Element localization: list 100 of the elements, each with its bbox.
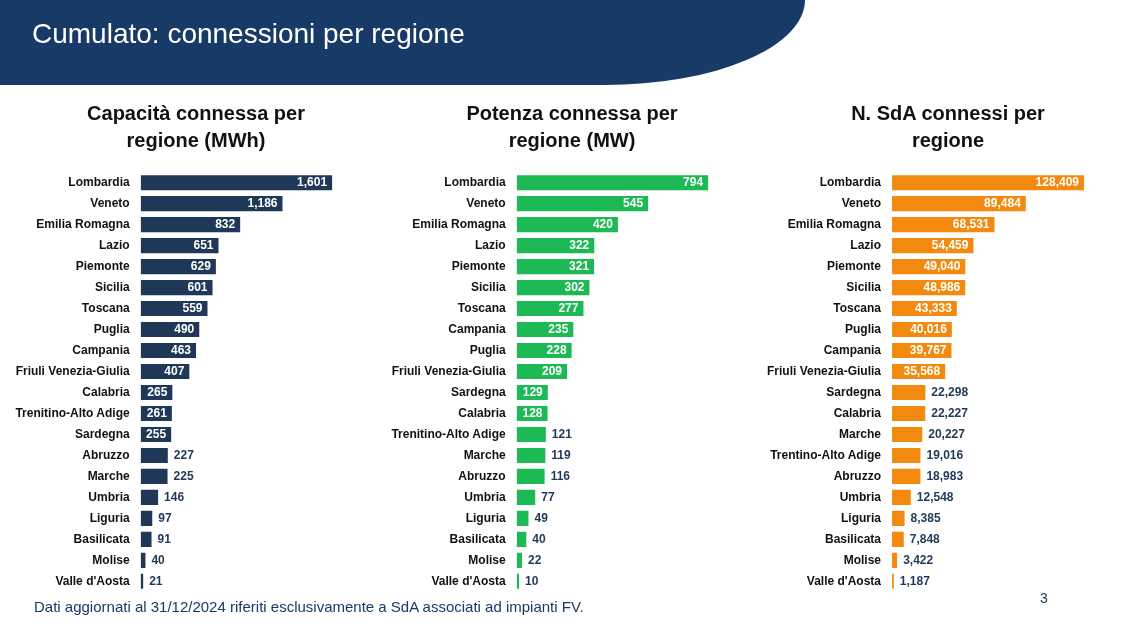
chart-title: Potenza connessa per regione (MW) [465,101,679,153]
y-tick-label: Puglia [469,342,506,357]
data-label: 209 [542,363,563,378]
text: Cumulato: connessioni per regione [32,18,465,50]
data-label: 832 [215,216,236,231]
data-label: 39,767 [909,342,947,357]
text: Dati aggiornati al 31/12/2024 riferiti esclusivamente a SdA associati ad impianti FV. [34,598,584,615]
data-label: 43,333 [915,300,953,315]
bar [140,447,168,463]
data-label: 794 [683,175,704,189]
data-label: 49,040 [923,258,961,273]
y-tick-label: Molise [843,552,882,567]
y-tick-label: Sardegna [826,384,882,399]
data-label: 116 [550,468,571,483]
data-label: 146 [164,489,185,504]
data-label: 22,298 [931,384,969,399]
annotation: 3 [1040,590,1048,606]
y-tick-label: Liguria [465,510,506,525]
y-tick-label: Marche [87,468,130,483]
y-tick-label: Lombardia [819,175,882,189]
y-tick-label: Umbria [464,489,506,504]
y-tick-label: Campania [72,342,130,357]
y-tick-label: Basilicata [449,531,506,546]
data-label: 601 [187,279,208,294]
y-tick-label: Umbria [88,489,130,504]
y-tick-label: Lazio [850,237,882,252]
bar [892,468,921,484]
data-label: 545 [623,195,644,210]
bar [516,510,529,526]
data-label: 91 [157,531,172,546]
bar [516,175,709,191]
data-label: 227 [173,447,195,462]
data-label: 559 [182,300,203,315]
y-tick-label: Friuli Venezia-Giulia [767,363,882,378]
data-label: 629 [190,258,212,273]
y-tick-label: Trenitino-Alto Adige [391,426,506,441]
chart-title: N. SdA connessi per regione [850,101,1046,153]
data-label: 10 [525,573,539,588]
bar [892,384,926,401]
bar [892,426,923,442]
data-label: 119 [551,447,572,462]
data-label: 128,409 [1035,175,1080,189]
data-label: 1,187 [899,573,931,588]
data-label: 20,227 [928,426,966,441]
y-tick-label: Molise [468,552,506,567]
y-tick-label: Emilia Romagna [36,216,130,231]
data-label: 463 [171,342,192,357]
y-tick-label: Toscana [457,300,506,315]
data-label: 302 [564,279,585,294]
y-tick-label: Abruzzo [82,447,130,462]
data-label: 97 [158,510,172,525]
data-label: 77 [541,489,555,504]
y-tick-label: Molise [92,552,130,567]
data-label: 40 [532,531,546,546]
y-tick-label: Veneto [90,195,130,210]
y-tick-label: Marche [839,426,882,441]
data-label: 3,422 [903,552,934,567]
y-tick-label: Veneto [466,195,506,210]
y-tick-label: Sardegna [74,426,130,441]
data-label: 89,484 [984,195,1022,210]
y-tick-label: Trenitino-Alto Adige [15,405,130,420]
bar [516,447,546,463]
bar [516,196,649,212]
data-label: 490 [174,321,195,336]
data-label: 420 [592,216,614,231]
y-tick-label: Emilia Romagna [412,216,506,231]
y-tick-label: Sardegna [450,384,506,399]
data-label: 48,986 [923,279,961,294]
y-tick-label: Basilicata [73,531,130,546]
data-label: 40,016 [910,321,948,336]
bar [516,217,618,233]
y-tick-label: Marche [463,447,506,462]
y-tick-label: Calabria [833,405,882,420]
data-label: 40 [151,552,166,567]
data-label: 277 [558,300,579,315]
y-tick-label: Friuli Venezia-Giulia [391,363,506,378]
y-tick-label: Lombardia [68,175,130,189]
y-tick-label: Veneto [841,195,882,210]
y-tick-label: Valle d'Aosta [431,573,506,588]
data-label: 35,568 [903,363,941,378]
data-label: 1,601 [297,175,328,189]
y-tick-label: Campania [823,342,882,357]
data-label: 8,385 [910,510,941,525]
y-tick-label: Campania [448,321,506,336]
y-tick-label: Piemonte [451,258,506,273]
y-tick-label: Emilia Romagna [787,216,882,231]
data-label: 68,531 [952,216,990,231]
data-label: 129 [522,384,544,399]
data-label: 128 [522,405,543,420]
y-tick-label: Sicilia [94,279,130,294]
y-tick-label: Lazio [98,237,130,252]
data-label: 121 [551,426,573,441]
data-label: 265 [147,384,168,399]
bar [140,510,153,526]
data-label: 651 [193,237,214,252]
y-tick-label: Abruzzo [458,468,506,483]
bar [140,489,159,505]
chart-title: Capacità connessa per regione (MWh) [86,101,306,153]
data-label: 12,548 [916,489,954,504]
bar [892,405,926,422]
